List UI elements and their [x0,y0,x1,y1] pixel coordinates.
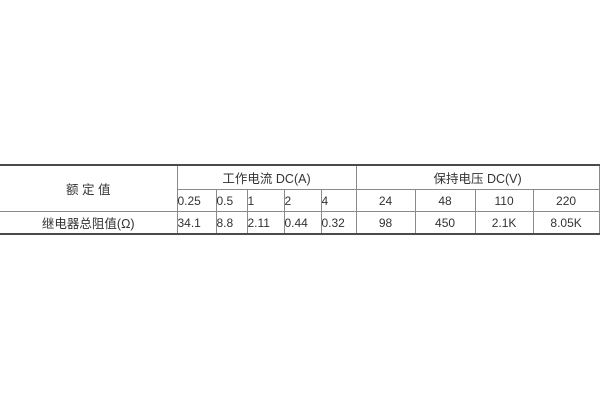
resistance-at-0-25a: 34.1 [176,211,217,235]
working-current-group-header: 工作电流 DC(A) [176,164,357,190]
resistance-at-110v: 2.1K [474,211,534,235]
table-subheader-row: 0.25 0.5 1 2 4 24 48 110 220 [0,189,600,212]
voltage-col-110: 110 [474,189,534,212]
resistance-at-0-5a: 8.8 [215,211,248,235]
table-data-row: 继电器总阻值(Ω) 34.1 8.8 2.11 0.44 0.32 98 450… [0,211,600,235]
voltage-col-220: 220 [532,189,600,212]
resistance-at-1a: 2.11 [246,211,285,235]
resistance-at-4a: 0.32 [320,211,357,235]
resistance-at-48v: 450 [414,211,476,235]
current-col-2: 2 [283,189,322,212]
rated-values-table: 额 定 值 工作电流 DC(A) 保持电压 DC(V) 0.25 0.5 1 2… [0,164,600,235]
resistance-at-220v: 8.05K [532,211,600,235]
current-col-0-5: 0.5 [215,189,248,212]
current-col-0-25: 0.25 [176,189,217,212]
relay-total-resistance-label: 继电器总阻值(Ω) [0,211,178,235]
table-header-row: 额 定 值 工作电流 DC(A) 保持电压 DC(V) [0,164,600,212]
resistance-at-24v: 98 [355,211,416,235]
voltage-col-48: 48 [414,189,476,212]
current-col-4: 4 [320,189,357,212]
voltage-col-24: 24 [355,189,416,212]
holding-voltage-group-header: 保持电压 DC(V) [355,164,600,190]
resistance-at-2a: 0.44 [283,211,322,235]
rated-value-label: 额 定 值 [0,164,178,212]
current-col-1: 1 [246,189,285,212]
